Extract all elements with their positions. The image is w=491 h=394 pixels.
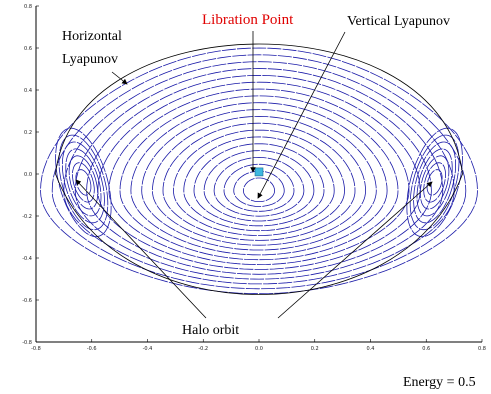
central-orbit xyxy=(213,156,305,217)
central-orbit xyxy=(233,170,285,207)
annotations: Libration Point Vertical Lyapunov Horizo… xyxy=(62,12,476,390)
central-orbit xyxy=(172,129,346,236)
libration-point-label: Libration Point xyxy=(202,12,294,28)
x-tick-label: 0.2 xyxy=(311,346,319,352)
x-tick-label: -0.2 xyxy=(198,346,208,352)
y-tick-labels: 0.8 0.6 0.4 0.2 0.0 -0.2 -0.4 -0.6 -0.8 xyxy=(22,4,39,346)
zero-velocity-boundary xyxy=(55,43,463,295)
halo-arrow-left xyxy=(75,179,207,319)
energy-label: Energy = 0.5 xyxy=(403,375,476,390)
x-tick-label: 0.6 xyxy=(422,346,430,352)
halo-orbit-label: Halo orbit xyxy=(182,323,239,338)
central-orbit xyxy=(141,109,377,251)
right-halo-orbit xyxy=(409,134,460,231)
central-orbit xyxy=(51,54,467,290)
left-halo-orbit xyxy=(68,155,98,210)
orbit-families xyxy=(40,47,478,295)
y-tick-label: 0.4 xyxy=(24,88,32,94)
central-orbit xyxy=(203,150,315,222)
y-tick-label: 0.2 xyxy=(24,130,32,136)
right-halo-orbit xyxy=(413,141,456,224)
central-orbit xyxy=(183,136,335,232)
central-orbit xyxy=(74,68,444,280)
central-orbit xyxy=(86,74,432,275)
right-halo-orbit xyxy=(406,127,463,237)
y-tick-label: 0.6 xyxy=(24,46,32,52)
halo-arrow-right xyxy=(277,181,433,319)
central-orbit xyxy=(119,95,399,261)
left-halo-orbit xyxy=(62,141,105,224)
central-orbit xyxy=(223,163,295,212)
central-orbit xyxy=(193,143,325,227)
vertical-lyapunov-label: Vertical Lyapunov xyxy=(347,14,450,29)
x-tick-labels: -0.8 -0.6 -0.4 -0.2 0.0 0.2 0.4 0.6 0.8 xyxy=(31,339,486,352)
x-tick-label: 0.0 xyxy=(255,346,263,352)
y-tick-label: -0.6 xyxy=(22,298,32,304)
left-halo-orbit xyxy=(58,134,109,231)
central-orbit xyxy=(40,47,478,295)
right-halo-orbit xyxy=(420,155,450,210)
x-tick-label: 0.8 xyxy=(478,346,486,352)
horizontal-lyapunov-arrow xyxy=(111,71,128,85)
right-halo-orbit xyxy=(416,148,453,217)
x-tick-label: -0.4 xyxy=(143,346,153,352)
libration-point-marker xyxy=(254,167,264,177)
y-tick-label: -0.8 xyxy=(22,340,32,346)
central-orbit xyxy=(243,177,275,202)
right-halo-orbit xyxy=(423,162,446,203)
y-tick-label: 0.0 xyxy=(24,172,32,178)
y-tick-label: -0.2 xyxy=(22,214,32,220)
central-orbit xyxy=(151,115,367,246)
central-orbit xyxy=(108,88,410,266)
x-tick-label: -0.6 xyxy=(87,346,97,352)
x-tick-label: -0.8 xyxy=(31,346,41,352)
left-halo-orbit xyxy=(65,148,102,217)
left-halo-orbit xyxy=(55,127,112,237)
y-tick-label: -0.4 xyxy=(22,256,32,262)
central-orbit xyxy=(162,122,356,241)
y-tick-label: 0.8 xyxy=(24,4,32,10)
horizontal-lyapunov-label-line2: Lyapunov xyxy=(62,52,118,67)
vertical-lyapunov-arrow xyxy=(257,31,346,199)
horizontal-lyapunov-label-line1: Horizontal xyxy=(62,29,122,44)
x-tick-label: 0.4 xyxy=(367,346,375,352)
central-orbit xyxy=(130,102,388,256)
right-halo-orbit xyxy=(426,169,443,196)
